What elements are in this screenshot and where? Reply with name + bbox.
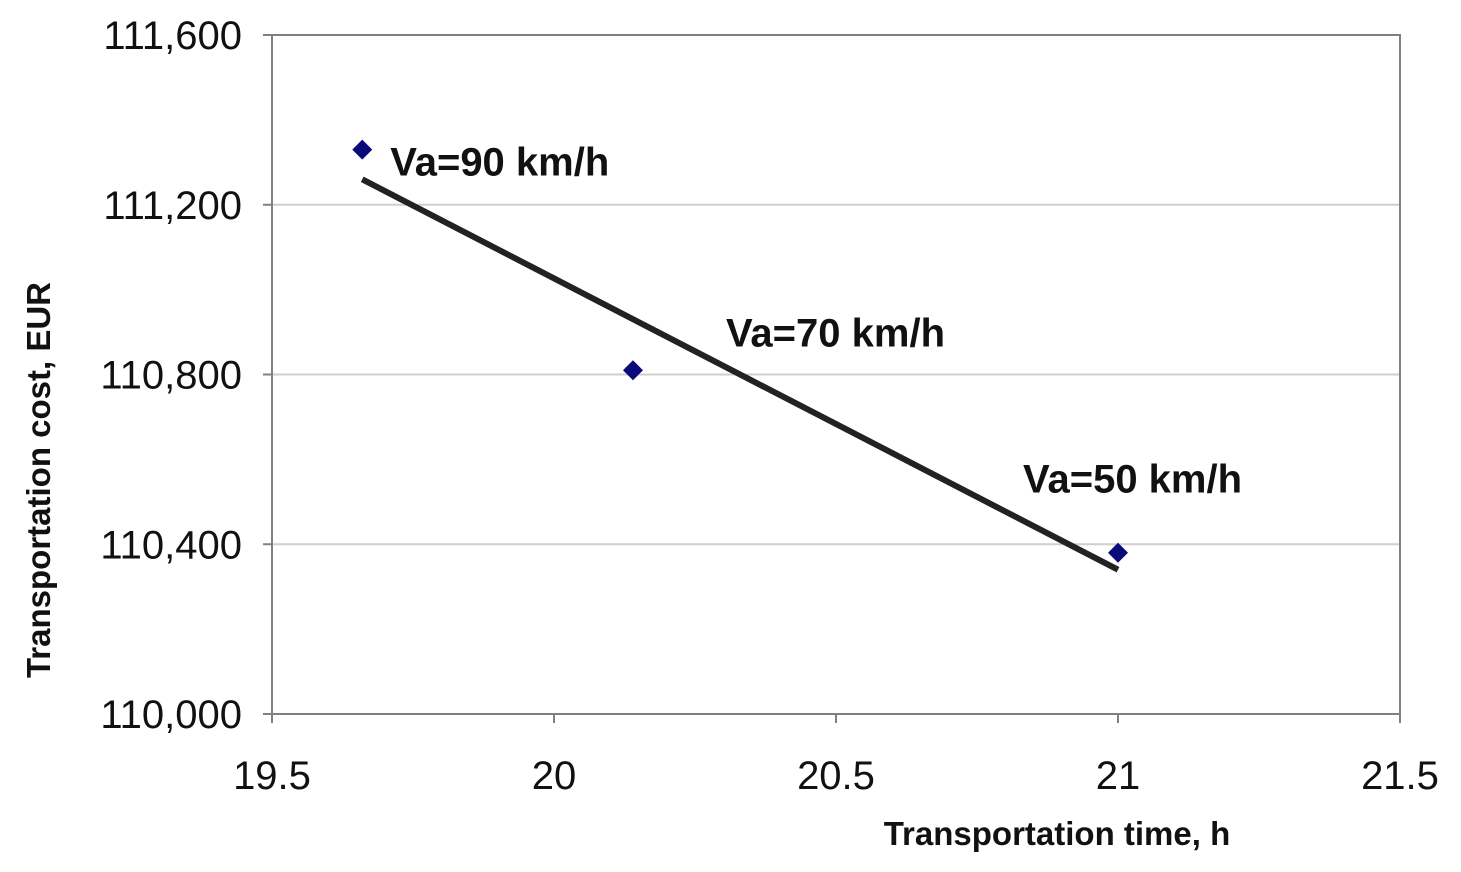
data-points [352,139,1128,563]
grid-lines [272,203,1400,546]
point-label: Va=90 km/h [390,141,609,185]
point-label: Va=50 km/h [1023,458,1242,502]
y-axis-title: Transportation cost, EUR [20,282,57,678]
x-tick-label: 21 [1096,754,1141,798]
point-annotations: Va=90 km/h Va=70 km/h Va=50 km/h [390,141,1242,502]
x-tick-label: 19.5 [233,754,311,798]
data-point [622,360,643,381]
y-tick-label: 111,200 [103,184,242,228]
tick-labels: 110,000 110,400 110,800 111,200 111,600 19.5 2… [100,14,1439,798]
x-tick-label: 21.5 [1361,754,1439,798]
data-point [352,139,373,160]
y-tick-label: 111,600 [103,14,242,58]
trendline-layer [360,176,1120,573]
point-label: Va=70 km/h [726,311,945,355]
x-tick-label: 20 [532,754,577,798]
x-axis-title: Transportation time, h [884,815,1231,852]
axis-ticks [263,34,1401,723]
data-point [1108,542,1128,563]
y-tick-label: 110,800 [100,354,242,398]
x-tick-label: 20.5 [797,754,875,798]
y-tick-label: 110,400 [100,523,242,567]
trendline [360,176,1120,573]
y-tick-label: 110,000 [100,693,242,737]
